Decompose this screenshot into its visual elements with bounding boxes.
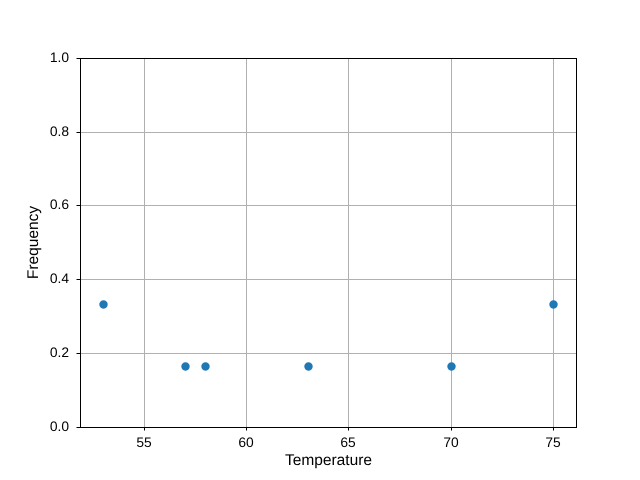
svg-text:Frequency: Frequency	[25, 206, 42, 279]
svg-text:0.8: 0.8	[50, 124, 70, 139]
svg-text:0.0: 0.0	[50, 419, 70, 434]
svg-text:1.0: 1.0	[50, 50, 70, 65]
svg-text:65: 65	[340, 435, 356, 450]
svg-text:70: 70	[443, 435, 459, 450]
svg-text:75: 75	[545, 435, 561, 450]
svg-text:0.6: 0.6	[50, 197, 70, 212]
svg-text:0.2: 0.2	[50, 345, 69, 360]
svg-text:60: 60	[238, 435, 254, 450]
svg-text:Temperature: Temperature	[285, 452, 372, 469]
svg-text:55: 55	[136, 435, 152, 450]
svg-text:0.4: 0.4	[50, 271, 70, 286]
